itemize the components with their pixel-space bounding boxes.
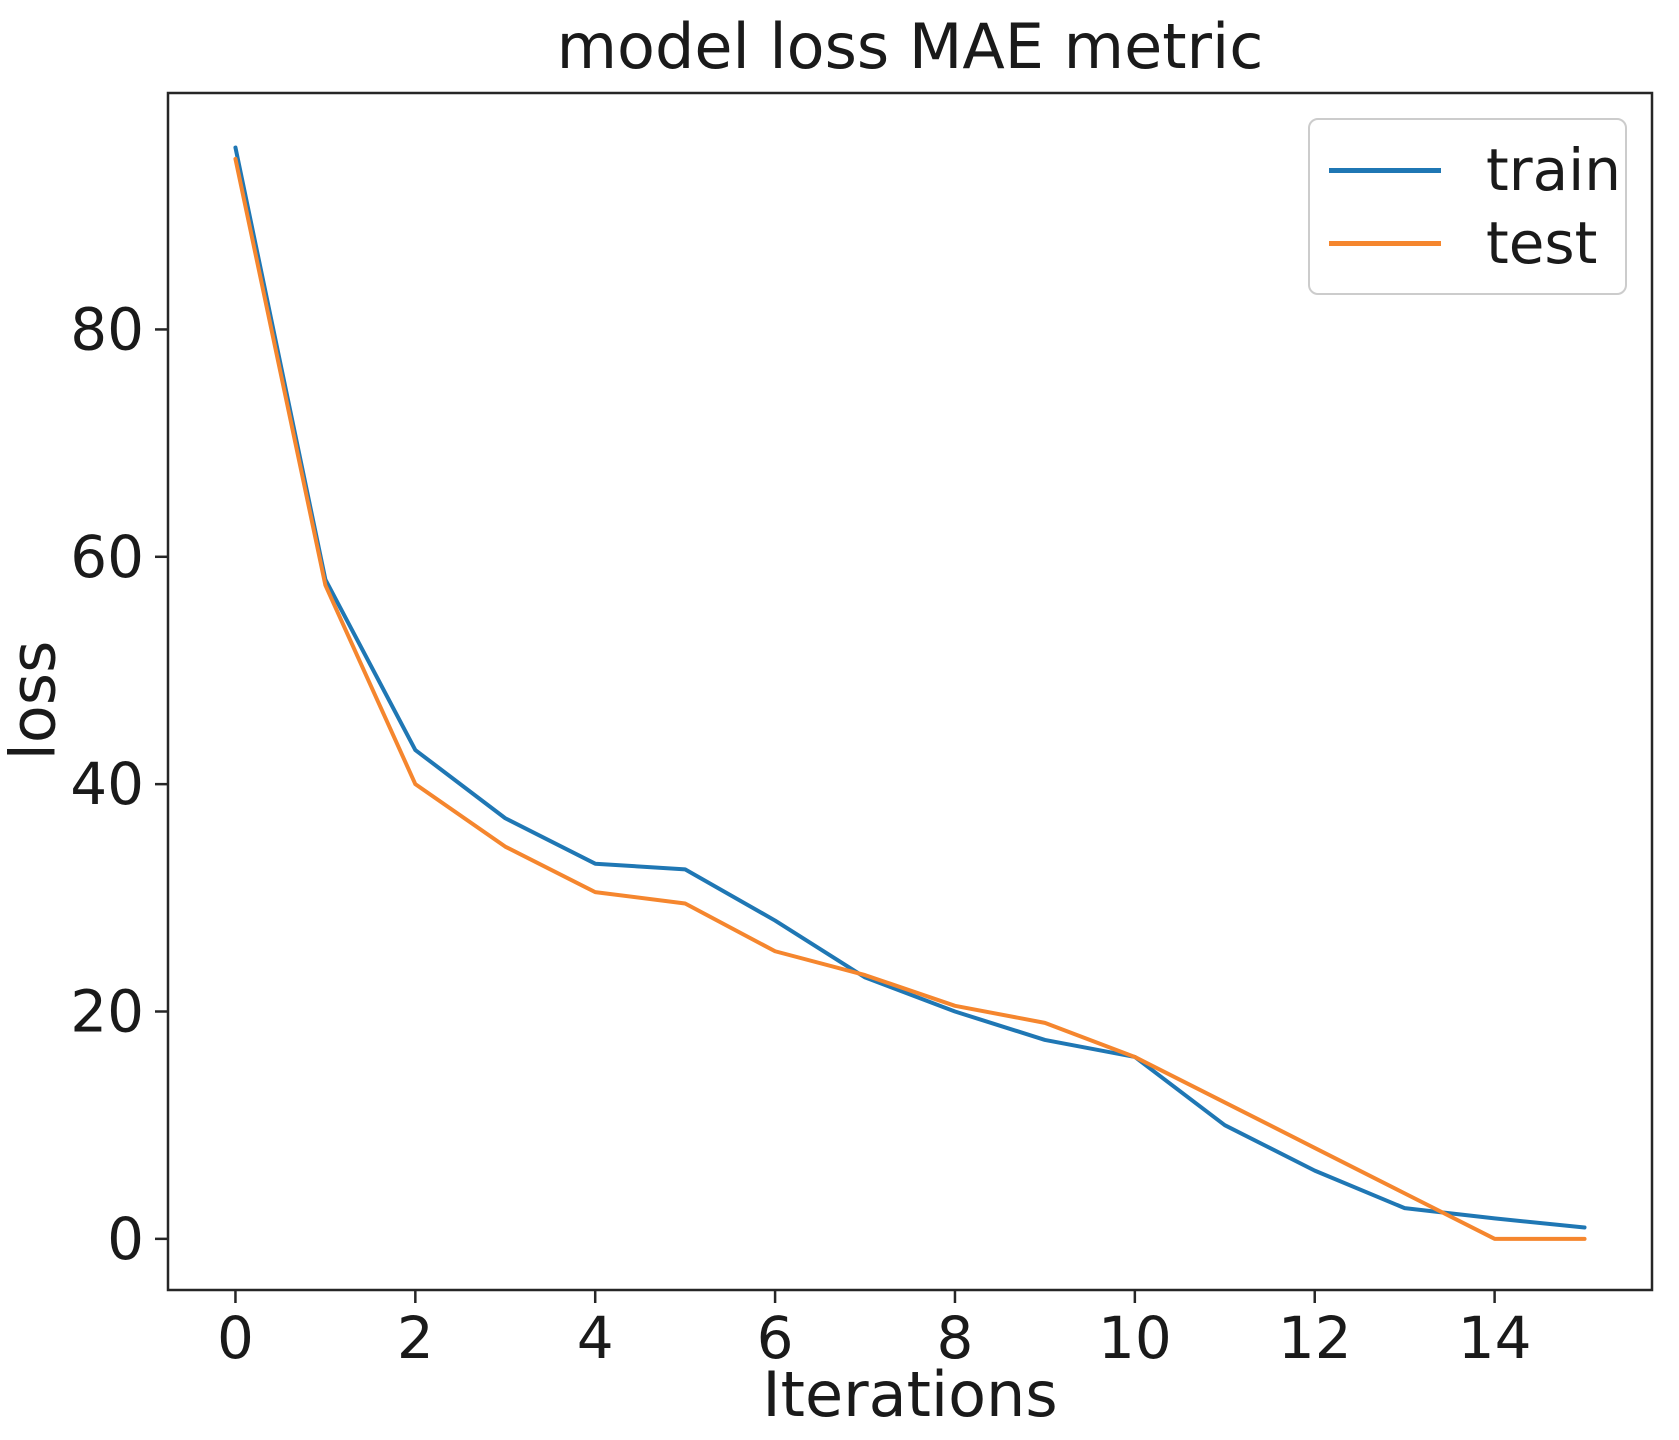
test-line-swatch bbox=[1329, 240, 1441, 246]
train-line bbox=[233, 145, 1587, 1230]
legend: train test bbox=[1308, 118, 1627, 295]
y-tick-label: 20 bbox=[70, 977, 144, 1045]
legend-item-train[interactable]: train bbox=[1310, 141, 1625, 199]
axes-frame bbox=[166, 91, 1654, 1292]
x-tick-label: 6 bbox=[757, 1304, 794, 1372]
x-tick-label: 14 bbox=[1458, 1304, 1532, 1372]
y-tick-label: 40 bbox=[70, 750, 144, 818]
legend-item-test[interactable]: test bbox=[1310, 214, 1625, 272]
train-line-swatch bbox=[1329, 167, 1441, 173]
x-tick-label: 10 bbox=[1098, 1304, 1172, 1372]
x-tick-label: 0 bbox=[217, 1304, 254, 1372]
x-tick-label: 8 bbox=[937, 1304, 974, 1372]
x-tick-label: 12 bbox=[1278, 1304, 1352, 1372]
x-axis-label: Iterations bbox=[762, 1358, 1058, 1431]
legend-label-test: test bbox=[1486, 209, 1598, 277]
y-tick-label: 80 bbox=[70, 295, 144, 363]
chart-title: model loss MAE metric bbox=[556, 10, 1264, 83]
y-tick-label: 60 bbox=[70, 523, 144, 591]
test-line bbox=[233, 156, 1587, 1241]
x-tick-label: 2 bbox=[397, 1304, 434, 1372]
x-tick-label: 4 bbox=[577, 1304, 614, 1372]
legend-label-train: train bbox=[1486, 136, 1622, 204]
y-tick-label: 0 bbox=[107, 1205, 144, 1273]
